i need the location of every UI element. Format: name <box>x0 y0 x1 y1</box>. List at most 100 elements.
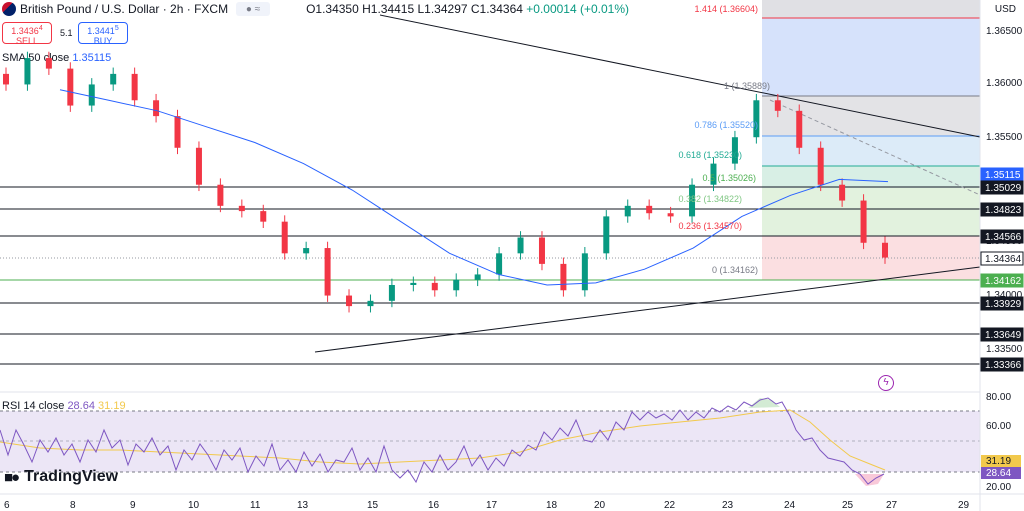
price-badge-bg <box>980 251 1024 266</box>
price-badge: 1.34162 <box>985 276 1022 287</box>
tradingview-mark-icon: ■● <box>4 468 20 486</box>
rsi-legend[interactable]: RSI 14 close 28.64 31.19 <box>2 400 126 412</box>
chart-header: British Pound / U.S. Dollar · 2h · FXCM … <box>0 0 629 18</box>
time-tick: 8 <box>70 500 76 511</box>
candle-body <box>281 221 288 254</box>
brand-name: TradingView <box>24 468 119 485</box>
candle-body <box>496 253 503 275</box>
currency-label[interactable]: USD <box>994 4 1016 15</box>
fib-label: 1.414 (1.36604) <box>694 4 758 14</box>
time-tick: 20 <box>594 500 606 511</box>
descending-trendline[interactable] <box>379 14 981 138</box>
time-tick: 15 <box>367 500 379 511</box>
price-badge: 1.34364 <box>985 254 1022 265</box>
price-badge: 1.33929 <box>985 299 1022 310</box>
rsi-ma-line <box>0 409 886 471</box>
gbp-usd-flag-icon <box>2 2 16 16</box>
candle-body <box>217 184 224 206</box>
time-tick: 24 <box>784 500 796 511</box>
candle-body <box>774 100 781 111</box>
tradingview-logo: ■● TradingView <box>4 468 118 486</box>
buy-price: 1.34415 <box>87 25 119 36</box>
rsi-badges: 31.19 28.64 <box>981 455 1021 479</box>
rsi-value: 28.64 <box>67 400 95 412</box>
fib-label: 0.786 (1.35520) <box>694 120 758 130</box>
lightning-icon[interactable]: ϟ <box>878 375 894 391</box>
candle-body <box>624 205 631 217</box>
ohlc-values: O1.34350 H1.34415 L1.34297 C1.34364 +0.0… <box>306 2 630 16</box>
time-tick: 10 <box>188 500 200 511</box>
fib-label: 0.236 (1.34570) <box>678 221 742 231</box>
sma-50-line <box>59 89 889 286</box>
market-status-icon[interactable]: ● ≈ <box>236 2 271 16</box>
fib-label: 0 (1.34162) <box>712 265 758 275</box>
rsi-band <box>0 411 980 472</box>
candle-body <box>260 211 267 222</box>
rsi-tick: 20.00 <box>986 482 1011 493</box>
candle-body <box>603 216 610 254</box>
symbol-title[interactable]: British Pound / U.S. Dollar · 2h · FXCM <box>20 2 229 16</box>
price-tick: 1.33500 <box>986 344 1023 355</box>
price-badge: 1.33649 <box>985 330 1022 341</box>
candle-body <box>689 184 696 217</box>
candle-body <box>817 147 824 185</box>
sma-legend[interactable]: SMA 50 close 1.35115 <box>2 52 112 64</box>
candle-body <box>882 242 888 258</box>
spread-value: 5.1 <box>60 28 73 38</box>
price-badge: 1.34823 <box>985 205 1022 216</box>
time-tick: 23 <box>722 500 734 511</box>
sell-button[interactable]: 1.34364 SELL <box>2 22 52 46</box>
price-badge-bg <box>980 273 1024 288</box>
candle-body <box>110 73 117 85</box>
candle-body <box>67 68 74 106</box>
time-tick: 29 <box>958 500 970 511</box>
candle-body <box>753 100 760 138</box>
price-tick: 1.36500 <box>986 26 1023 37</box>
buy-button[interactable]: 1.34415 BUY <box>78 22 128 46</box>
candle-body <box>174 116 181 148</box>
rsi-tick: 60.00 <box>986 421 1011 432</box>
price-badge-bg <box>980 202 1024 217</box>
rsi-tick: 80.00 <box>986 392 1011 403</box>
fibonacci-zones <box>762 0 980 281</box>
candle-body <box>517 237 524 254</box>
candle-body <box>24 58 31 85</box>
price-badge: 1.33366 <box>985 360 1022 371</box>
change-value: +0.00014 (+0.01%) <box>526 2 630 16</box>
ascending-trendline[interactable] <box>314 266 981 353</box>
candle-body <box>710 163 717 185</box>
price-badge: 1.35029 <box>985 183 1022 194</box>
candle-body <box>796 110 803 148</box>
price-badge-bg <box>980 180 1024 195</box>
fib-labels: 1.414 (1.36604) 1 (1.35889) 0.786 (1.35520… <box>678 4 770 275</box>
price-tick: 1.35500 <box>986 132 1023 143</box>
candle-body <box>538 237 545 264</box>
price-badge: 1.35115 <box>985 170 1021 181</box>
candle-body <box>431 282 438 291</box>
time-tick: 11 <box>250 500 261 511</box>
sell-price: 1.34364 <box>11 25 43 36</box>
time-axis[interactable]: 6 8 9 10 11 13 15 16 17 18 20 22 23 24 25 27 29 <box>4 500 970 511</box>
candle-body <box>153 100 160 117</box>
price-badges: 1.35115 1.35029 1.34823 1.34566 1.34364 1.341… <box>980 167 1024 372</box>
candle-body <box>560 263 567 291</box>
candle-body <box>646 205 653 214</box>
fib-label: 0.382 (1.34822) <box>678 194 742 204</box>
candle-body <box>195 147 202 185</box>
candle-body <box>131 73 138 101</box>
candle-body <box>474 274 481 280</box>
candle-body <box>346 295 353 307</box>
candle-body <box>860 200 867 243</box>
time-tick: 13 <box>297 500 309 511</box>
dashed-trendline[interactable] <box>769 99 981 196</box>
time-tick: 17 <box>486 500 498 511</box>
candle-body <box>667 213 674 217</box>
candle-body <box>388 285 395 301</box>
sma-value: 1.35115 <box>72 52 112 64</box>
price-tick: 1.34000 <box>986 290 1023 301</box>
candle-body <box>410 282 417 285</box>
time-tick: 18 <box>546 500 558 511</box>
candle-body <box>45 58 52 69</box>
rsi-axis[interactable]: 80.00 60.00 20.00 <box>986 392 1011 493</box>
